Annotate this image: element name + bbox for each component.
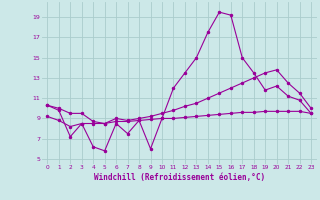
X-axis label: Windchill (Refroidissement éolien,°C): Windchill (Refroidissement éolien,°C) — [94, 173, 265, 182]
